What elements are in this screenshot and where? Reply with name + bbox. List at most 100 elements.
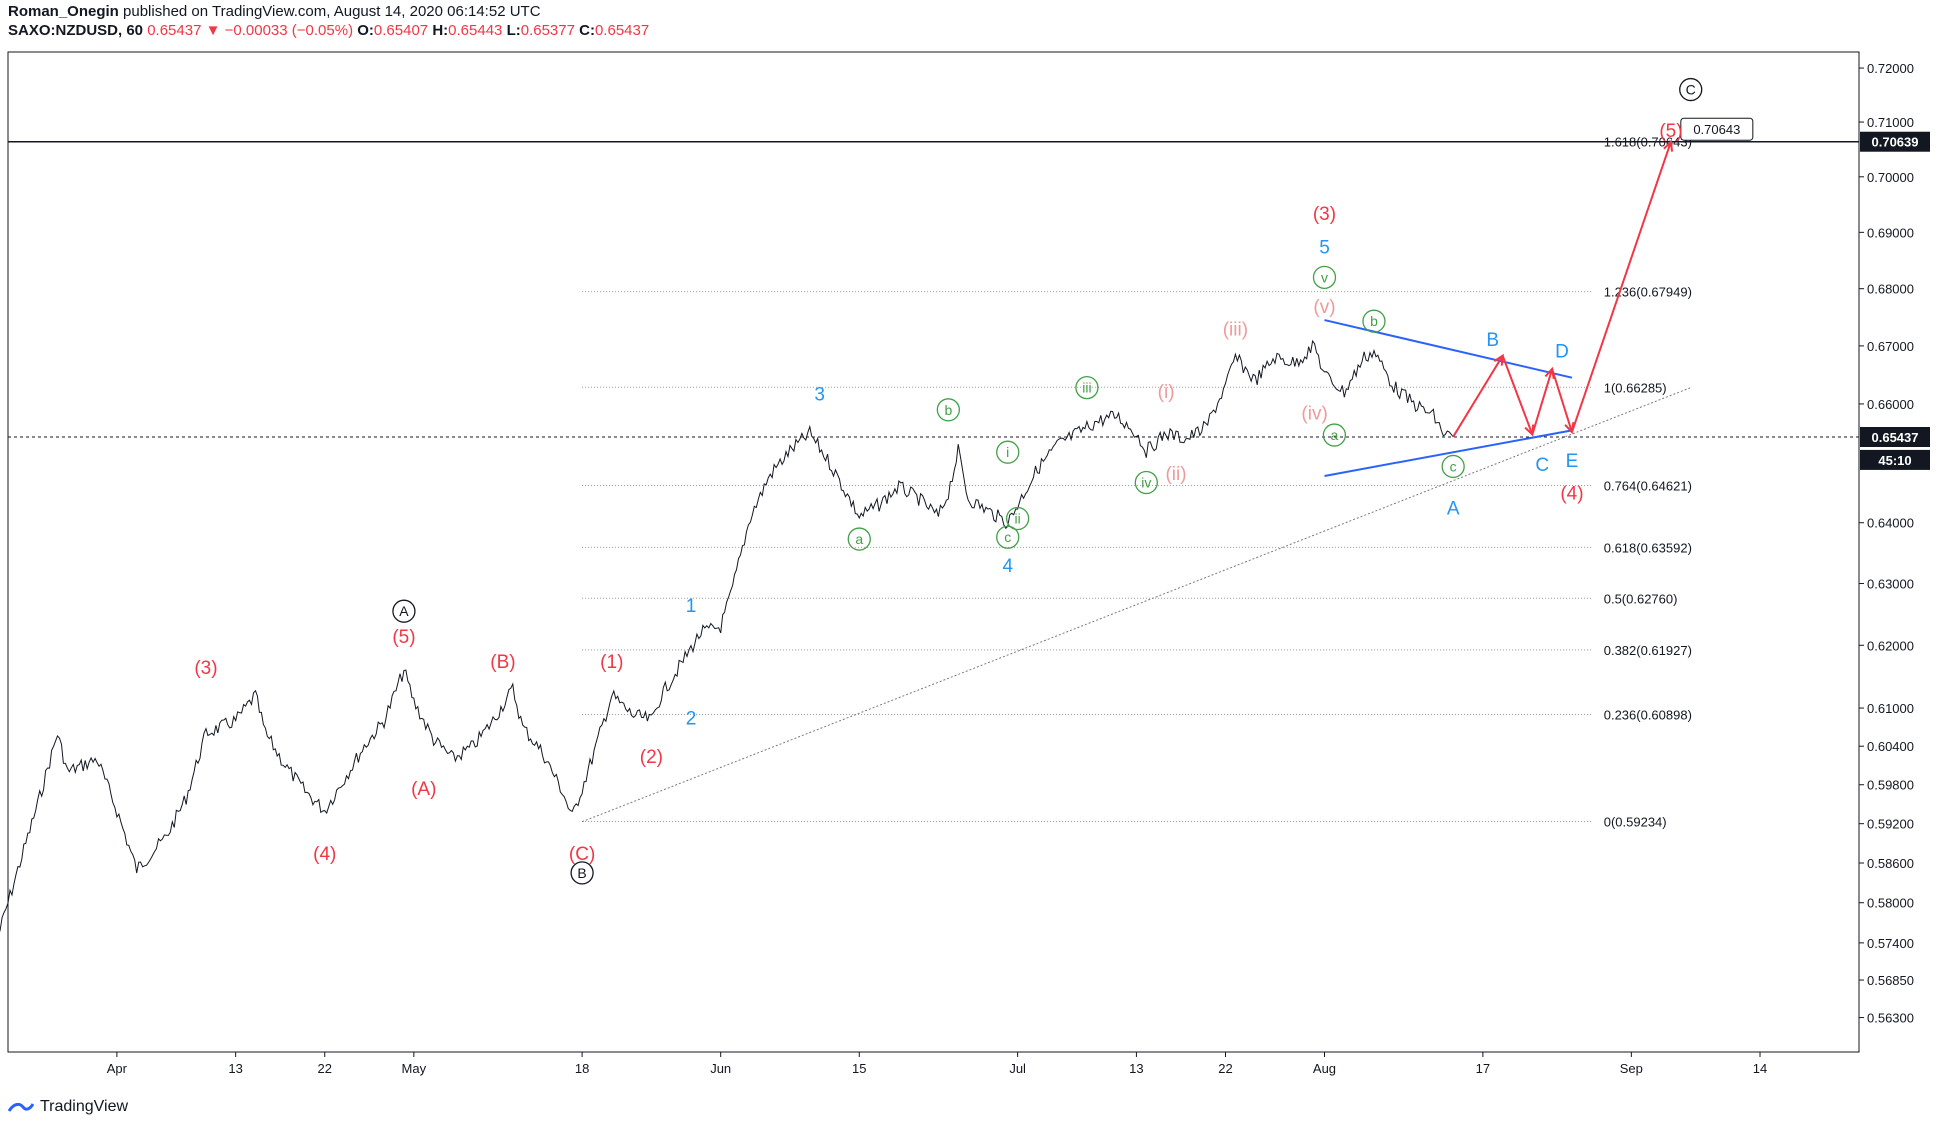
footer: TradingView — [8, 1098, 128, 1116]
projection-path: 0.70643 — [1452, 117, 1754, 438]
price-change: −0.00033 (−0.05%) — [224, 22, 354, 39]
wave-label: (5) — [1659, 121, 1682, 142]
time-axis-label: 17 — [1476, 1061, 1490, 1076]
time-axis-label: 13 — [228, 1061, 242, 1076]
low-label: L: — [506, 22, 521, 39]
time-axis-label: Aug — [1313, 1061, 1336, 1076]
symbol-label[interactable]: SAXO:NZDUSD, 60 — [8, 22, 144, 39]
wave-label: E — [1566, 451, 1579, 472]
wave-label: a — [1330, 427, 1338, 443]
wave-label: (4) — [1560, 484, 1583, 505]
wave-label: (ii) — [1165, 464, 1186, 485]
plot-area-border — [7, 51, 1860, 1053]
wave-label: A — [1447, 499, 1460, 520]
chart-header: Roman_Onegin published on TradingView.co… — [8, 2, 649, 40]
wave-label-circle — [392, 599, 416, 623]
price-tag-text: 45:10 — [1878, 453, 1911, 468]
wave-label: 5 — [1319, 237, 1330, 258]
projection-segment — [1501, 355, 1534, 435]
time-axis-label: 22 — [1218, 1061, 1232, 1076]
projection-arrowhead — [1544, 366, 1555, 380]
wave-label: D — [1555, 341, 1569, 362]
fibonacci-levels: 0(0.59234) 0.236(0.60898) 0.382(0.61927) 0.… — [582, 135, 1692, 829]
tradingview-logo-icon[interactable] — [8, 1100, 34, 1114]
wave-label-circle — [996, 440, 1020, 464]
wave-label: c — [1450, 458, 1457, 474]
price-axis-label: 0.70000 — [1867, 170, 1914, 185]
triangle-upper-line — [1324, 319, 1573, 379]
price-axis-label: 0.57400 — [1867, 936, 1914, 951]
price-axis-label: 0.68000 — [1867, 282, 1914, 297]
fib-level-label: 0.618(0.63592) — [1604, 540, 1692, 555]
wave-label: 2 — [686, 709, 697, 730]
wave-label-circle — [1322, 423, 1347, 447]
wave-label: 1 — [686, 596, 697, 617]
price-axis-label: 0.59800 — [1867, 778, 1914, 793]
close-label: C: — [579, 22, 595, 39]
overlay-lines — [8, 140, 1859, 823]
wave-label: (B) — [490, 652, 515, 673]
projection-segment — [1531, 368, 1554, 435]
change-arrow-icon: ▼ — [205, 22, 221, 39]
wave-label: (iii) — [1223, 320, 1248, 341]
time-axis-label: 14 — [1753, 1061, 1767, 1076]
open-label: O: — [357, 22, 374, 39]
support-trendline — [581, 387, 1691, 823]
price-series — [0, 339, 1454, 933]
wave-label: (A) — [411, 779, 436, 800]
close-value: 0.65437 — [594, 22, 650, 39]
triangle-lower-line — [1324, 429, 1573, 477]
price-axis[interactable]: 0.72000 0.71000 0.70000 0.69000 0.68000 0.670… — [1859, 61, 1930, 1026]
projection-segment — [1570, 141, 1672, 433]
wave-label: iii — [1082, 380, 1091, 396]
price-axis-label: 0.63000 — [1867, 577, 1914, 592]
wave-label-circle — [996, 525, 1020, 549]
wave-label: iv — [1141, 475, 1151, 491]
price-axis-label: 0.61000 — [1867, 701, 1914, 716]
time-axis-label: Jun — [710, 1061, 731, 1076]
fib-level-label: 0.5(0.62760) — [1604, 591, 1678, 606]
wave-label-circle — [1075, 375, 1099, 400]
time-axis-label: 15 — [852, 1061, 866, 1076]
projection-segment — [1551, 368, 1573, 433]
brand-name[interactable]: TradingView — [40, 1098, 129, 1115]
wave-label-circle — [1362, 309, 1386, 333]
time-axis[interactable]: Apr 13 22 May 18 Jun 15 Jul 13 22 Aug 17 Sep 14 — [107, 1052, 1767, 1076]
wave-label: C — [1535, 455, 1549, 476]
wave-labels: A(5)(3)(4)(A)(B)(C)B(1)(2)123abc4iiiiiii… — [194, 77, 1703, 885]
wave-label-circle — [936, 398, 960, 422]
last-price: 0.65437 — [147, 22, 202, 39]
projection-arrowhead — [1564, 422, 1575, 435]
price-line — [0, 339, 1454, 933]
wave-label: A — [399, 603, 409, 619]
fib-level-label: 0.236(0.60898) — [1604, 708, 1692, 723]
high-value: 0.65443 — [448, 22, 503, 39]
time-axis-label: 22 — [318, 1061, 332, 1076]
fib-level-label: 0.764(0.64621) — [1604, 478, 1692, 493]
projection-arrowhead — [1524, 424, 1535, 437]
low-value: 0.65377 — [520, 22, 575, 39]
time-axis-label: 18 — [575, 1061, 589, 1076]
wave-label: v — [1321, 269, 1328, 285]
wave-label: B — [577, 865, 586, 881]
target-callout-box — [1680, 117, 1754, 141]
price-axis-label: 0.60400 — [1867, 739, 1914, 754]
price-axis-label: 0.66000 — [1867, 397, 1914, 412]
price-axis-label: 0.58600 — [1867, 856, 1914, 871]
wave-label-circle — [570, 861, 594, 885]
price-axis-label: 0.62000 — [1867, 638, 1914, 653]
wave-label: (4) — [313, 844, 336, 865]
time-axis-label: Jul — [1009, 1061, 1026, 1076]
wave-label: (3) — [194, 658, 217, 679]
wave-label-circle — [1312, 265, 1337, 290]
wave-label: i — [1006, 444, 1009, 460]
price-axis-label: 0.56300 — [1867, 1011, 1914, 1026]
price-axis-label: 0.59200 — [1867, 817, 1914, 832]
projection-arrowhead — [1663, 139, 1674, 152]
publisher-name[interactable]: Roman_Onegin — [8, 3, 119, 20]
wave-label-circle — [1679, 77, 1703, 102]
wave-label: (C) — [569, 844, 595, 865]
wave-label: 4 — [1002, 556, 1013, 577]
price-axis-label: 0.64000 — [1867, 516, 1914, 531]
